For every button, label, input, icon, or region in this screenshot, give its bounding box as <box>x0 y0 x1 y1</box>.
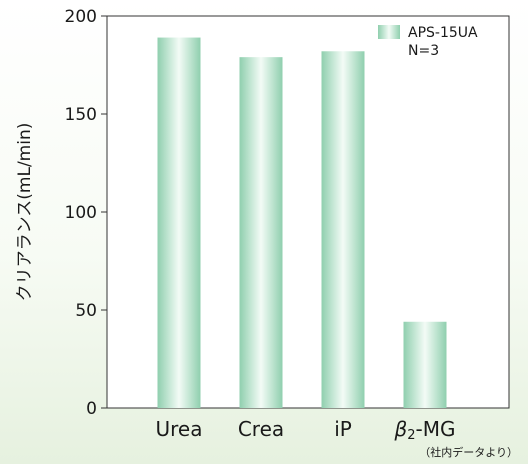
y-ticks-group: 0 50 100 150 200 <box>65 7 107 419</box>
y-tick-label: 150 <box>65 105 97 125</box>
x-category-label: β2-MG <box>393 417 455 443</box>
legend-series-name: APS-15UA <box>408 25 478 41</box>
y-tick-label: 200 <box>65 7 97 27</box>
bar-1 <box>157 37 201 409</box>
x-category-label: Urea <box>156 417 203 441</box>
bar-2 <box>239 57 283 408</box>
source-note: （社内データより） <box>419 445 518 459</box>
legend-swatch <box>378 25 400 39</box>
x-labels-group: Urea Crea iP β2-MG <box>156 417 456 443</box>
bar-4 <box>403 321 447 408</box>
y-axis-title: クリアランス(mL/min) <box>15 123 35 302</box>
y-tick-label: 50 <box>75 301 97 321</box>
bar-3 <box>321 51 365 408</box>
y-tick-label: 0 <box>86 399 97 419</box>
legend: APS-15UA N=3 <box>378 25 478 59</box>
x-category-label: iP <box>334 417 352 441</box>
legend-note: N=3 <box>408 43 439 59</box>
bars-group <box>157 37 447 409</box>
x-category-label: Crea <box>238 417 284 441</box>
y-tick-label: 100 <box>65 203 97 223</box>
